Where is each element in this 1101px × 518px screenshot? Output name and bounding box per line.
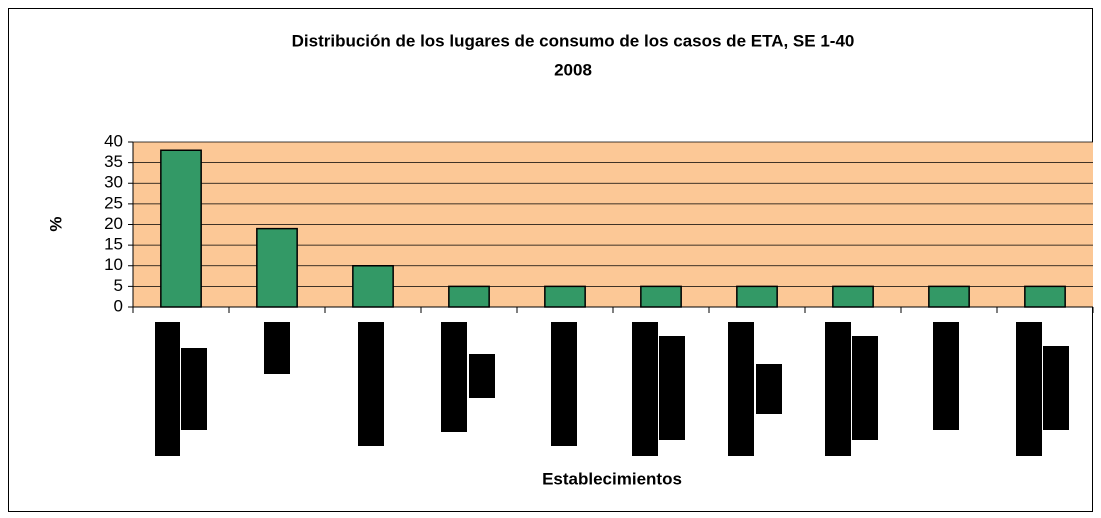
- y-tick-label: 0: [114, 296, 123, 315]
- redaction: [756, 364, 782, 414]
- redaction: [1043, 346, 1069, 430]
- y-tick-label: 30: [104, 173, 123, 192]
- redaction: [659, 336, 685, 440]
- bar: [352, 265, 394, 308]
- bar: [928, 285, 970, 308]
- redaction: [358, 322, 384, 446]
- bar: [1024, 285, 1066, 308]
- redaction: [155, 322, 180, 456]
- x-axis-label: Establecimientos: [542, 469, 682, 488]
- redaction: [551, 322, 577, 446]
- bar: [448, 285, 490, 308]
- y-tick-label: 35: [104, 152, 123, 171]
- y-tick-label: 15: [104, 235, 123, 254]
- bar: [256, 227, 298, 308]
- redaction: [852, 336, 878, 440]
- redaction: [469, 354, 495, 398]
- chart-title: Distribución de los lugares de consumo d…: [292, 31, 855, 50]
- redaction: [264, 322, 290, 374]
- redaction: [728, 322, 754, 456]
- y-tick-label: 40: [104, 131, 123, 150]
- bar: [736, 285, 778, 308]
- redaction: [181, 348, 207, 430]
- bar: [832, 285, 874, 308]
- redaction: [933, 322, 959, 430]
- redaction: [825, 322, 851, 456]
- redaction: [632, 322, 658, 456]
- y-tick-label: 20: [104, 214, 123, 233]
- redaction: [441, 322, 467, 432]
- bar: [160, 149, 202, 308]
- bar: [640, 285, 682, 308]
- y-tick-label: 10: [104, 255, 123, 274]
- redaction: [1016, 322, 1042, 456]
- bar: [544, 285, 586, 308]
- redactions: [155, 322, 1069, 456]
- y-tick-label: 25: [104, 193, 123, 212]
- y-tick-label: 5: [114, 276, 123, 295]
- y-axis-label: %: [46, 216, 65, 231]
- chart-subtitle: 2008: [554, 60, 592, 79]
